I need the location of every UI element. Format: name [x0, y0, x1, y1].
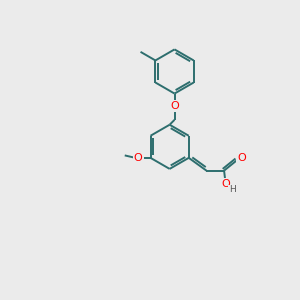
Text: O: O: [170, 101, 179, 111]
Text: O: O: [134, 153, 142, 163]
Text: O: O: [221, 179, 230, 189]
Text: H: H: [229, 185, 236, 194]
Text: O: O: [237, 153, 246, 163]
